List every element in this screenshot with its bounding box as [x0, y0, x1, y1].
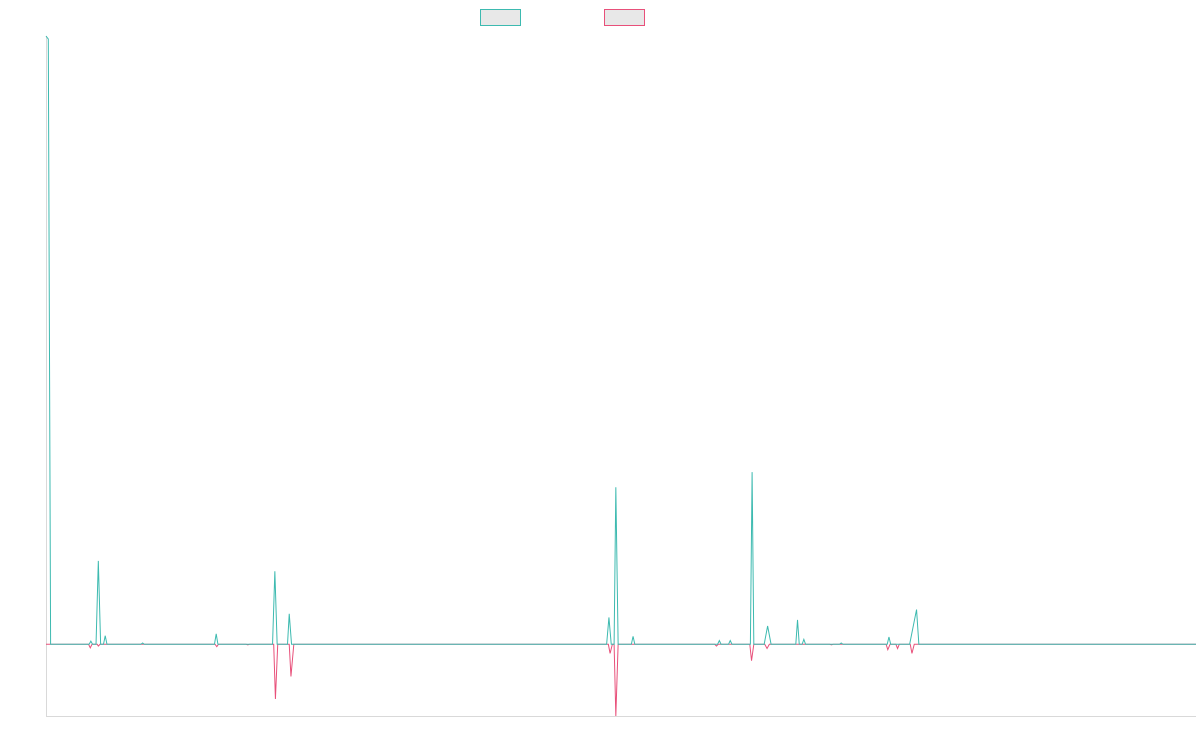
series-line-a: [45, 35, 1196, 645]
axes: [46, 36, 1196, 717]
series-line-b: [46, 643, 1196, 717]
legend-swatch-b[interactable]: [604, 9, 645, 26]
legend: [480, 9, 645, 26]
series-layer: [45, 35, 1196, 717]
legend-swatch-a[interactable]: [480, 9, 521, 26]
